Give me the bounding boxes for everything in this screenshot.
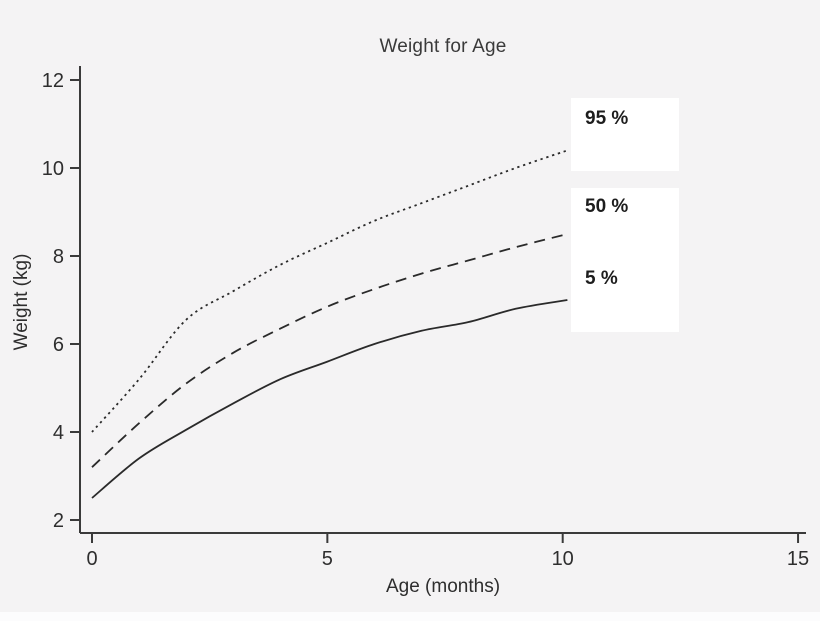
y-tick-label: 8 xyxy=(53,246,64,268)
x-tick-label: 10 xyxy=(552,548,574,570)
y-tick-label: 10 xyxy=(42,158,64,180)
x-tick-label: 5 xyxy=(322,548,333,570)
x-axis-title: Age (months) xyxy=(385,576,501,597)
chart-title: Weight for Age xyxy=(379,36,507,57)
curve-95pct xyxy=(91,149,568,433)
y-tick-label: 12 xyxy=(42,70,64,92)
legend-box-50th-5th: 50 % 5 % xyxy=(571,188,679,332)
y-tick-label: 2 xyxy=(53,510,64,532)
y-tick-label: 4 xyxy=(53,422,64,444)
y-axis-title: Weight (kg) xyxy=(11,253,32,351)
legend-label-50th: 50 % xyxy=(585,196,629,217)
bottom-margin xyxy=(0,612,820,621)
legend-box-95th: 95 % xyxy=(571,98,679,171)
legend-label-95th: 95 % xyxy=(585,108,629,129)
curve-50pct xyxy=(91,233,568,468)
curve-5pct xyxy=(91,299,568,499)
x-tick-label: 0 xyxy=(86,548,97,570)
x-tick-label: 15 xyxy=(787,548,809,570)
y-tick-label: 6 xyxy=(53,334,64,356)
legend-label-5th: 5 % xyxy=(585,268,618,289)
